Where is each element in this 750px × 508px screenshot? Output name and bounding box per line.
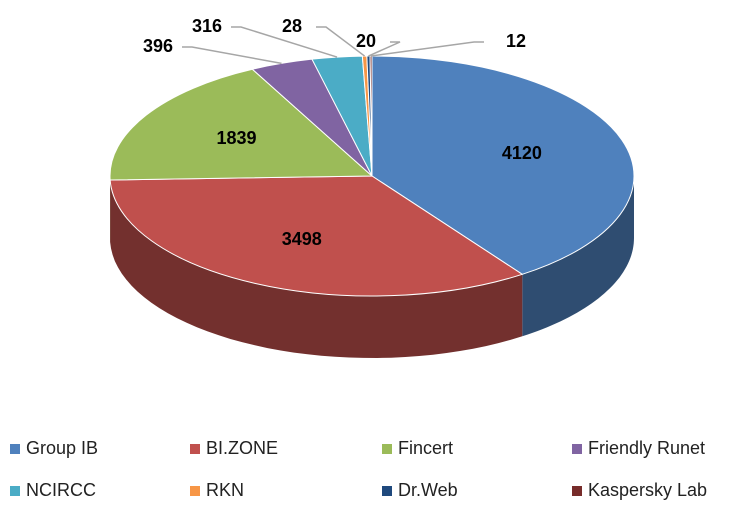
pie-slice — [109, 68, 374, 181]
pie-slice — [109, 175, 524, 297]
pie-side — [110, 180, 523, 358]
legend-swatch — [572, 486, 582, 496]
data-label: 396 — [143, 36, 173, 56]
leader-line — [231, 26, 338, 58]
legend-label: NCIRCC — [26, 480, 96, 500]
pie-side — [522, 176, 634, 337]
data-label: 3498 — [282, 229, 322, 249]
legend-label: Dr.Web — [398, 480, 458, 500]
data-label: 28 — [282, 16, 302, 36]
data-label: 12 — [506, 31, 526, 51]
leader-line — [370, 41, 484, 57]
legend-swatch — [190, 486, 200, 496]
pie-slice — [371, 55, 635, 275]
leader-line — [182, 46, 282, 65]
legend-swatch — [382, 486, 392, 496]
legend-label: Fincert — [398, 438, 453, 458]
data-label: 1839 — [216, 128, 256, 148]
legend-label: Group IB — [26, 438, 98, 458]
legend-label: RKN — [206, 480, 244, 500]
legend-label: Friendly Runet — [588, 438, 705, 458]
legend-label: Kaspersky Lab — [588, 480, 707, 500]
legend-swatch — [10, 486, 20, 496]
legend-swatch — [10, 444, 20, 454]
data-label: 4120 — [502, 143, 542, 163]
legend-swatch — [190, 444, 200, 454]
legend-swatch — [572, 444, 582, 454]
leader-line — [368, 41, 401, 57]
legend-swatch — [382, 444, 392, 454]
data-label: 316 — [192, 16, 222, 36]
legend-label: BI.ZONE — [206, 438, 278, 458]
data-label: 20 — [356, 31, 376, 51]
leader-line — [316, 26, 366, 57]
